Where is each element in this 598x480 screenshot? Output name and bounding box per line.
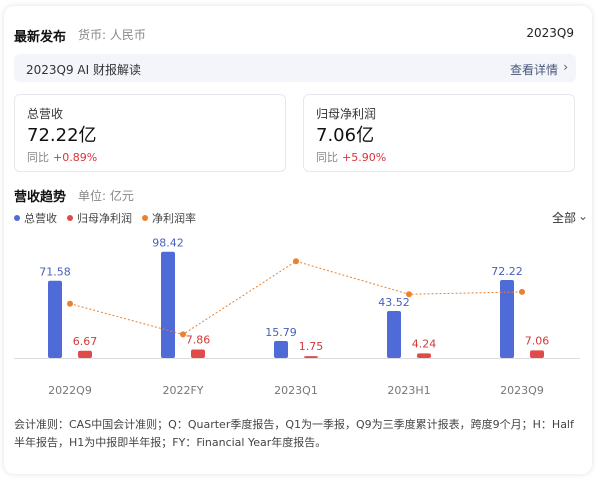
- label-profit-2023Q9: 7.06: [525, 334, 550, 347]
- label-revenue-2023Q9: 72.22: [491, 265, 523, 278]
- bar-revenue-2022FY: [161, 251, 175, 358]
- revenue-trend-chart: 71.58 6.67 2022Q9 98.42 7.86 2022FY 15.791.75 2…: [14, 237, 580, 397]
- label-profit-2022FY: 7.86: [186, 334, 211, 347]
- section-title: 最新发布: [14, 30, 67, 45]
- ai-report-title: 2023Q9 AI 财报解读: [26, 63, 141, 77]
- revenue-label: 总营收: [27, 107, 64, 121]
- bar-revenue-2023Q9: [500, 280, 514, 358]
- net-profit-value: 7.06亿: [316, 125, 375, 146]
- footnote: 会计准则：CAS中国会计准则；Q：Quarter季度报告，Q1为一季报，Q9为三…: [14, 418, 574, 449]
- point-margin-2023H1: [406, 291, 412, 298]
- net-profit-label: 归母净利润: [316, 107, 377, 121]
- x-tick-2022Q9: 2022Q9: [48, 384, 92, 397]
- bar-profit-2023Q1: [304, 356, 318, 358]
- bar-revenue-2022Q9: [48, 280, 62, 358]
- legend-dot-margin: [142, 215, 148, 221]
- legend-label-revenue: 总营收: [24, 212, 57, 225]
- legend-label-margin: 净利润率: [152, 212, 196, 225]
- bar-profit-2022FY: [191, 349, 205, 358]
- label-revenue-2023H1: 43.52: [378, 296, 410, 309]
- period-label: 2023Q9: [526, 26, 574, 40]
- x-tick-2023Q9: 2023Q9: [500, 384, 544, 397]
- net-profit-metric-card: 归母净利润 7.06亿 同比 +5.90%: [303, 94, 575, 172]
- point-margin-2022Q9: [67, 300, 73, 307]
- point-margin-2023Q1: [293, 258, 299, 265]
- label-profit-2022Q9: 6.67: [73, 335, 98, 348]
- label-profit-2023H1: 4.24: [412, 337, 437, 350]
- view-details-link[interactable]: 查看详情: [509, 63, 558, 77]
- legend-dot-revenue: [14, 215, 20, 221]
- label-revenue-2022FY: 98.42: [152, 237, 184, 250]
- bar-revenue-2023Q1: [274, 340, 288, 358]
- revenue-yoy-value: +0.89%: [53, 151, 98, 164]
- x-tick-2023Q1: 2023Q1: [274, 384, 318, 397]
- net-profit-yoy-value: +5.90%: [342, 151, 387, 164]
- line-net-margin: [69, 260, 523, 335]
- legend-item-margin[interactable]: 净利润率: [142, 210, 196, 226]
- revenue-yoy: 同比 +0.89%: [27, 149, 97, 165]
- period-filter-dropdown[interactable]: 全部: [551, 211, 576, 225]
- x-tick-2022FY: 2022FY: [162, 384, 203, 397]
- chevron-right-icon[interactable]: ›: [563, 60, 568, 74]
- legend-item-revenue[interactable]: 总营收: [14, 210, 57, 226]
- trend-title: 营收趋势: [14, 190, 67, 205]
- ai-report-bar[interactable]: 2023Q9 AI 财报解读 查看详情 ›: [14, 54, 576, 82]
- financial-card: [4, 6, 592, 474]
- revenue-yoy-label: 同比: [27, 151, 49, 164]
- revenue-value: 72.22亿: [27, 125, 97, 146]
- currency-label: 货币: 人民币: [78, 28, 146, 42]
- x-tick-2023H1: 2023H1: [387, 384, 430, 397]
- label-revenue-2023Q1: 15.79: [265, 326, 297, 339]
- point-margin-2022FY: [180, 331, 186, 338]
- legend-item-profit[interactable]: 归母净利润: [67, 210, 132, 226]
- bar-profit-2023H1: [417, 353, 431, 358]
- label-profit-2023Q1: 1.75: [299, 340, 324, 353]
- label-revenue-2022Q9: 71.58: [39, 266, 71, 279]
- legend-label-profit: 归母净利润: [77, 212, 132, 225]
- point-margin-2023Q9: [519, 288, 525, 295]
- legend-dot-profit: [67, 215, 73, 221]
- chevron-down-icon[interactable]: ⌄: [577, 209, 588, 223]
- revenue-metric-card: 总营收 72.22亿 同比 +0.89%: [14, 94, 286, 172]
- bar-profit-2022Q9: [78, 350, 92, 358]
- chart-legend: 总营收 归母净利润 净利润率: [14, 210, 196, 226]
- net-profit-yoy: 同比 +5.90%: [316, 149, 386, 165]
- bar-profit-2023Q9: [530, 350, 544, 358]
- net-profit-yoy-label: 同比: [316, 151, 338, 164]
- bar-revenue-2023H1: [387, 310, 401, 358]
- trend-unit: 单位: 亿元: [78, 189, 134, 203]
